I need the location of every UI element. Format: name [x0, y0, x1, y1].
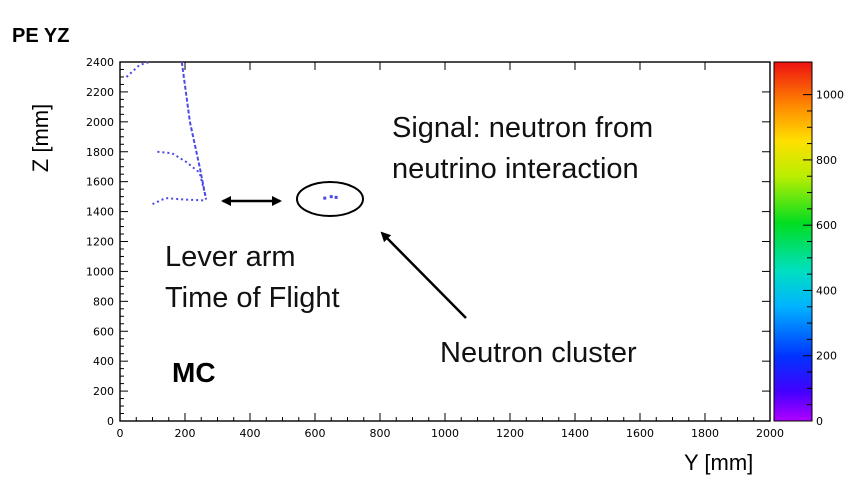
cluster-hit — [323, 196, 327, 200]
y-tick-label: 2000 — [86, 116, 114, 129]
y-tick-label: 600 — [93, 325, 114, 338]
colorbar — [773, 61, 813, 422]
colorbar-tick-label: 1000 — [816, 89, 844, 102]
x-tick-label: 800 — [370, 427, 391, 440]
y-tick-label: 200 — [93, 385, 114, 398]
colorbar-axis: 0 200 400 600 800 1000 — [803, 89, 844, 428]
annotation-lever-arm: Lever arm — [165, 241, 296, 273]
y-tick-label: 800 — [93, 295, 114, 308]
y-tick-label: 2200 — [86, 86, 114, 99]
x-tick-label: 2000 — [756, 427, 784, 440]
colorbar-tick-label: 800 — [816, 154, 837, 167]
cluster-highlight-ellipse — [296, 181, 364, 217]
x-tick-label: 1800 — [691, 427, 719, 440]
x-tick-label: 0 — [117, 427, 124, 440]
y-tick-label: 0 — [107, 415, 114, 428]
y-axis-title: Z [mm] — [28, 104, 53, 172]
y-tick-label: 1000 — [86, 265, 114, 278]
x-tick-label: 1400 — [561, 427, 589, 440]
colorbar-tick-label: 600 — [816, 219, 837, 232]
x-tick-label: 1000 — [431, 427, 459, 440]
y-tick-label: 1600 — [86, 176, 114, 189]
x-tick-label: 1600 — [626, 427, 654, 440]
y-tick-label: 2400 — [86, 56, 114, 69]
x-tick-label: 400 — [240, 427, 261, 440]
cluster-pointer-arrow — [380, 231, 467, 319]
annotation-signal-line2: neutrino interaction — [392, 153, 639, 185]
y-axis: 0 200 400 600 800 1000 1200 1400 1600 1800 2000 220… — [86, 56, 770, 428]
plot-area — [119, 61, 771, 422]
annotation-neutron-cluster: Neutron cluster — [440, 337, 637, 369]
annotation-time-of-flight: Time of Flight — [165, 282, 340, 314]
track-series-3 — [125, 61, 150, 78]
track-series-1 — [157, 150, 208, 199]
y-tick-label: 1200 — [86, 236, 114, 249]
chart-title: PE YZ — [12, 25, 69, 47]
cluster-hit — [329, 195, 333, 199]
y-tick-label: 400 — [93, 355, 114, 368]
colorbar-tick-label: 200 — [816, 350, 837, 363]
y-tick-label: 1800 — [86, 146, 114, 159]
x-tick-label: 200 — [175, 427, 196, 440]
y-tick-label: 1400 — [86, 206, 114, 219]
annotation-mc: MC — [172, 357, 216, 388]
x-tick-label: 1200 — [496, 427, 524, 440]
track-series-0 — [180, 61, 208, 200]
colorbar-tick-label: 0 — [816, 415, 823, 428]
cluster-hit — [334, 195, 338, 199]
annotation-signal-line1: Signal: neutron from — [392, 112, 653, 144]
x-axis: 0 200 400 600 800 1000 1200 1400 1600 1800 2000 — [117, 62, 784, 440]
x-axis-title: Y [mm] — [684, 450, 753, 475]
x-tick-label: 600 — [305, 427, 326, 440]
colorbar-tick-label: 400 — [816, 284, 837, 297]
data-layer — [125, 61, 338, 206]
